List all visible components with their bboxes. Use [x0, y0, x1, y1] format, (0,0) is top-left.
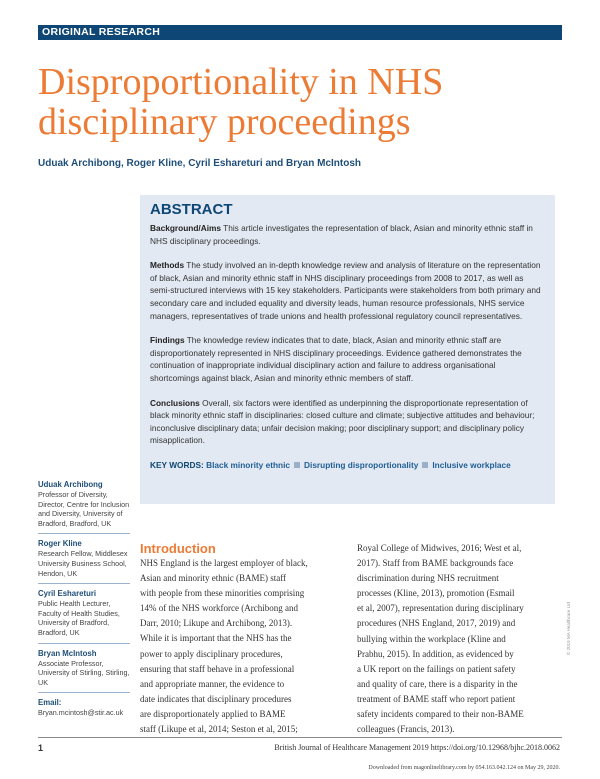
- title-line-2: disciplinary proceedings: [38, 101, 411, 143]
- keywords: KEY WORDS: Black minority ethnic Disrupti…: [150, 459, 545, 472]
- body-line: 2017). Staff from BAME backgrounds face: [357, 558, 514, 569]
- abstract-box: ABSTRACT Background/Aims This article in…: [140, 195, 555, 504]
- body-column-1: NHS England is the largest employer of b…: [140, 556, 345, 737]
- abstract-conclusions: Conclusions Overall, six factors were id…: [150, 397, 545, 447]
- keyword: Disrupting disproportionality: [304, 459, 419, 470]
- email-link[interactable]: Bryan.mcintosh@stir.ac.uk: [38, 708, 124, 718]
- label: Conclusions: [150, 397, 200, 408]
- body-line: a UK report on the failings on patient s…: [357, 663, 516, 674]
- affiliation: Bryan McIntosh Associate Professor, Unive…: [38, 647, 130, 694]
- body-line: Royal College of Midwives, 2016; West et…: [357, 543, 522, 553]
- affiliation: Uduak Archibong Professor of Diversity, D…: [38, 478, 130, 535]
- affiliation: Roger Kline Research Fellow, Middlesex Un…: [38, 537, 130, 585]
- keyword: Inclusive workplace: [432, 459, 511, 470]
- author-affiliations: Uduak Archibong Professor of Diversity, D…: [38, 478, 130, 726]
- affiliation-detail: Public Health Lecturer, Faculty of Healt…: [38, 599, 120, 637]
- body-line: discrimination during NHS recruitment: [357, 573, 499, 584]
- abstract-heading: ABSTRACT: [150, 201, 233, 218]
- body-line: et al, 2007), representation during disc…: [357, 603, 524, 614]
- body-line: safety incidents compared to their non-B…: [357, 709, 524, 720]
- affiliation-name: Uduak Archibong: [38, 480, 103, 489]
- body-line: ensuring that staff behave in a professi…: [140, 663, 295, 674]
- text: The study involved an in-depth knowledge…: [150, 260, 541, 321]
- square-bullet-icon: [422, 461, 429, 468]
- body-line: colleagues (Francis, 2013).: [357, 724, 455, 735]
- email-block: Email: Bryan.mcintosh@stir.ac.uk: [38, 696, 130, 723]
- body-line: are disproportionately applied to BAME: [140, 708, 286, 719]
- section-banner: ORIGINAL RESEARCH: [38, 25, 562, 40]
- affiliation-detail: Research Fellow, Middlesex University Bu…: [38, 549, 128, 578]
- body-line: with people from these minorities compri…: [140, 588, 305, 599]
- footer-divider: [38, 737, 562, 738]
- abstract-methods: Methods The study involved an in-depth k…: [150, 259, 545, 322]
- text: The knowledge review indicates that to d…: [150, 335, 522, 383]
- introduction-heading: Introduction: [140, 541, 216, 556]
- affiliation-name: Roger Kline: [38, 539, 82, 549]
- body-line: date indicates that disciplinary procedu…: [140, 693, 292, 704]
- affiliation-detail: Professor of Diversity, Director, Centre…: [38, 490, 130, 528]
- email-label: Email:: [38, 698, 62, 708]
- body-line: staff (Likupe et al, 2014; Seston et al,…: [140, 724, 298, 735]
- article-title: Disproportionality in NHS disciplinary pr…: [38, 62, 558, 142]
- body-line: processes (Kline, 2013), promotion (Esma…: [357, 588, 515, 599]
- text: This article investigates the representa…: [150, 223, 533, 246]
- text: Overall, six factors were identified as …: [150, 397, 535, 446]
- label: Methods: [150, 260, 185, 271]
- label: Background/Aims: [150, 223, 221, 233]
- body-line: Prabhu, 2015). In addition, as evidenced…: [357, 648, 514, 659]
- label: Findings: [150, 335, 185, 346]
- affiliation-name: Bryan McIntosh: [38, 648, 97, 658]
- journal-citation: British Journal of Healthcare Management…: [274, 743, 560, 752]
- page-number: 1: [38, 743, 44, 753]
- body-line: While it is important that the NHS has t…: [140, 633, 292, 644]
- body-column-2: Royal College of Midwives, 2016; West et…: [357, 541, 557, 737]
- body-line: NHS England is the largest employer of b…: [140, 558, 308, 568]
- body-line: Asian and minority ethnic (BAME) staff: [140, 573, 287, 584]
- affiliation-detail: Associate Professor, University of Stirl…: [38, 658, 130, 687]
- body-line: procedures (NHS England, 2017, 2019) and: [357, 618, 516, 629]
- square-bullet-icon: [294, 461, 301, 468]
- copyright-notice: © 2019 MA Healthcare Ltd: [566, 602, 571, 655]
- affiliation: Cyril Eshareturi Public Health Lecturer, …: [38, 587, 130, 644]
- abstract-findings: Findings The knowledge review indicates …: [150, 334, 545, 384]
- download-notice: Downloaded from magonlinelibrary.com by …: [368, 765, 560, 771]
- body-line: power to apply disciplinary procedures,: [140, 648, 283, 659]
- keywords-label: KEY WORDS:: [150, 459, 204, 470]
- body-line: and appropriate manner, the evidence to: [140, 678, 285, 689]
- body-line: and quality of care, there is a disparit…: [357, 678, 518, 689]
- body-line: treatment of BAME staff who report patie…: [357, 693, 516, 704]
- body-line: bullying within the workplace (Kline and: [357, 633, 506, 644]
- body-line: Darr, 2010; Likupe and Archibong, 2013).: [140, 618, 293, 629]
- body-line: 14% of the NHS workforce (Archibong and: [140, 603, 298, 614]
- title-line-1: Disproportionality in NHS: [38, 61, 444, 103]
- affiliation-name: Cyril Eshareturi: [38, 589, 97, 599]
- abstract-background: Background/Aims This article investigate…: [150, 222, 545, 247]
- keyword: Black minority ethnic: [206, 459, 291, 470]
- author-list: Uduak Archibong, Roger Kline, Cyril Esha…: [38, 158, 362, 169]
